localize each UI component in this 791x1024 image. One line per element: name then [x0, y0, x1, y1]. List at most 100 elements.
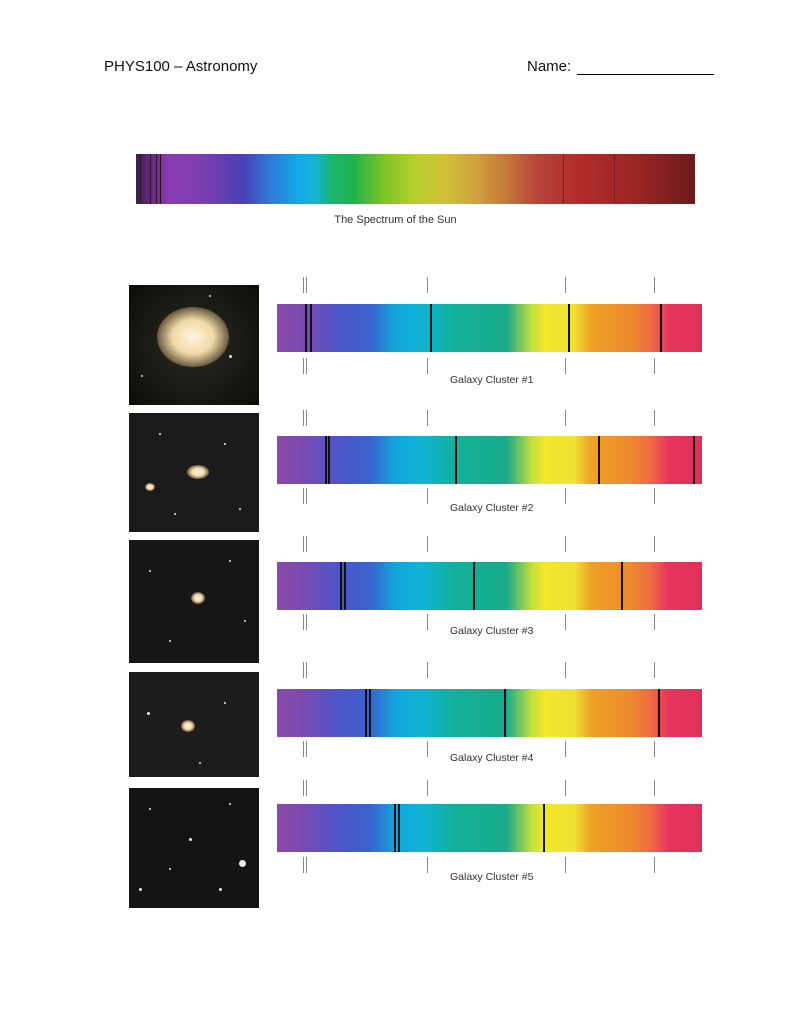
sun-absorption-line [160, 154, 161, 204]
sun-absorption-line [563, 154, 564, 204]
reference-tick [306, 410, 307, 426]
absorption-line [504, 689, 506, 737]
galaxy-spectrum [277, 436, 702, 484]
absorption-line [543, 804, 545, 852]
star [219, 888, 222, 891]
star [169, 868, 171, 870]
reference-tick [303, 536, 304, 552]
sun-absorption-line [150, 154, 151, 204]
absorption-line [340, 562, 342, 610]
star [189, 838, 192, 841]
reference-tick [565, 662, 566, 678]
reference-tick [306, 662, 307, 678]
cluster-label: Galaxy Cluster #2 [450, 502, 534, 514]
reference-tick [427, 277, 428, 293]
reference-tick [303, 662, 304, 678]
reference-tick [306, 488, 307, 504]
absorption-line [598, 436, 600, 484]
absorption-line [658, 689, 660, 737]
reference-tick [303, 780, 304, 796]
reference-tick [654, 410, 655, 426]
reference-tick [565, 857, 566, 873]
star [199, 762, 201, 764]
star [229, 560, 231, 562]
reference-tick [565, 277, 566, 293]
reference-tick [654, 536, 655, 552]
cluster-label: Galaxy Cluster #1 [450, 374, 534, 386]
reference-tick [565, 741, 566, 757]
reference-tick [306, 857, 307, 873]
reference-tick [427, 741, 428, 757]
reference-tick [654, 488, 655, 504]
reference-tick [306, 536, 307, 552]
reference-tick [654, 780, 655, 796]
star [159, 433, 161, 435]
absorption-line [430, 304, 432, 352]
reference-tick [427, 488, 428, 504]
galaxy [145, 483, 155, 491]
absorption-line [365, 689, 367, 737]
star [169, 640, 171, 642]
star [224, 702, 226, 704]
absorption-line [568, 304, 570, 352]
reference-tick [306, 780, 307, 796]
galaxy [187, 465, 209, 479]
reference-tick [303, 857, 304, 873]
star [229, 355, 232, 358]
reference-tick [654, 358, 655, 374]
absorption-line [693, 436, 695, 484]
reference-tick [427, 857, 428, 873]
absorption-line [660, 304, 662, 352]
reference-tick [565, 488, 566, 504]
reference-tick [427, 614, 428, 630]
reference-tick [306, 614, 307, 630]
reference-tick [565, 410, 566, 426]
reference-tick [303, 741, 304, 757]
absorption-line [328, 436, 330, 484]
cluster-label: Galaxy Cluster #4 [450, 752, 534, 764]
galaxy-photo [129, 788, 259, 908]
reference-tick [654, 662, 655, 678]
star [224, 443, 226, 445]
reference-tick [654, 741, 655, 757]
star [139, 888, 142, 891]
absorption-line [310, 304, 312, 352]
reference-tick [565, 358, 566, 374]
reference-tick [427, 410, 428, 426]
course-title: PHYS100 – Astronomy [104, 58, 258, 75]
star [229, 803, 231, 805]
absorption-line [621, 562, 623, 610]
reference-tick [303, 614, 304, 630]
reference-tick [303, 410, 304, 426]
reference-tick [565, 614, 566, 630]
absorption-line [473, 562, 475, 610]
name-blank-line [577, 58, 715, 75]
reference-tick [427, 536, 428, 552]
reference-tick [654, 277, 655, 293]
name-field[interactable]: Name: [527, 58, 715, 75]
galaxy-photo [129, 540, 259, 663]
sun-absorption-line [614, 154, 615, 204]
galaxy [191, 592, 205, 604]
absorption-line [325, 436, 327, 484]
reference-tick [303, 358, 304, 374]
reference-tick [427, 662, 428, 678]
star [174, 513, 176, 515]
name-label: Name: [527, 58, 572, 75]
absorption-line [394, 804, 396, 852]
reference-tick [303, 277, 304, 293]
reference-tick [306, 358, 307, 374]
star [149, 808, 151, 810]
reference-tick [427, 358, 428, 374]
cluster-label: Galaxy Cluster #5 [450, 871, 534, 883]
absorption-line [344, 562, 346, 610]
galaxy-spectrum [277, 562, 702, 610]
galaxy-photo [129, 413, 259, 532]
galaxy-spectrum [277, 689, 702, 737]
sun-absorption-line [156, 154, 157, 204]
sun-spectrum-caption: The Spectrum of the Sun [334, 214, 457, 226]
absorption-line [455, 436, 457, 484]
star [239, 860, 246, 867]
reference-tick [303, 488, 304, 504]
elliptical-galaxy [157, 307, 229, 367]
